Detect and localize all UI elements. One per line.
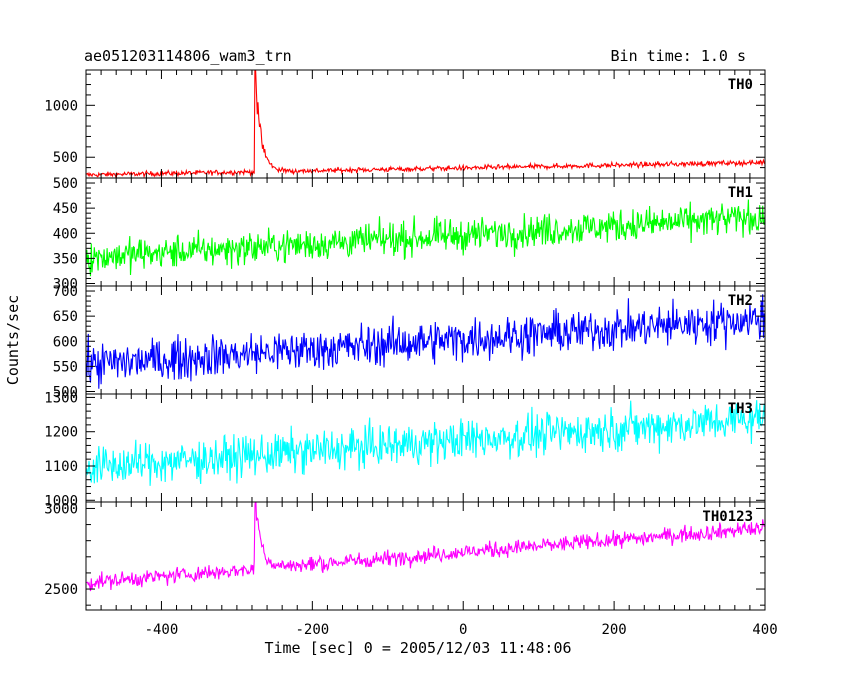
- y-tick-label: 550: [53, 359, 78, 375]
- x-tick-label: -400: [145, 622, 179, 638]
- y-tick-label: 1000: [44, 493, 78, 509]
- y-tick-label: 1200: [44, 425, 78, 441]
- y-tick-label: 2500: [44, 582, 78, 598]
- panel-frame: [85, 501, 766, 611]
- series-line-th3: [86, 400, 765, 486]
- panel-frame: [85, 393, 766, 503]
- y-tick-label: 350: [53, 251, 78, 267]
- x-tick-label: 0: [459, 622, 467, 638]
- y-tick-label: 300: [53, 276, 78, 292]
- x-axis-label: Time [sec] 0 = 2005/12/03 11:48:06: [264, 639, 571, 657]
- y-tick-label: 500: [53, 384, 78, 400]
- y-axis-label: Counts/sec: [4, 295, 22, 385]
- panel-th0: 500 1000 TH0: [44, 69, 766, 179]
- panel-frame: [85, 69, 766, 179]
- panel-frame: [85, 285, 766, 395]
- panel-th3: 1000 1100 1200 1300 TH3: [44, 390, 766, 509]
- bin-time-label: Bin time: 1.0 s: [611, 47, 746, 65]
- x-tick-label: 400: [752, 622, 777, 638]
- y-tick-label: 500: [53, 176, 78, 192]
- panel-frame: [85, 177, 766, 287]
- panel-th1: 300 350 400 450 500 TH1: [53, 176, 766, 292]
- series-line-th0: [86, 70, 765, 178]
- channel-label-th0: TH0: [728, 77, 753, 93]
- series-line-th2: [86, 294, 765, 389]
- channel-label-th1: TH1: [728, 185, 753, 201]
- panels-group: 500 1000 TH0 300 350 400 450 500 TH1 500 550 600 650…: [44, 69, 766, 611]
- channel-label-th3: TH3: [728, 401, 753, 417]
- panel-th2: 500 550 600 650 700 TH2: [53, 284, 766, 400]
- x-tick-label: 200: [601, 622, 626, 638]
- y-tick-label: 3000: [44, 501, 78, 517]
- y-tick-label: 700: [53, 284, 78, 300]
- y-tick-label: 1000: [44, 98, 78, 114]
- series-line-th0123: [86, 502, 765, 592]
- panel-th0123: 2500 3000 TH0123: [44, 501, 766, 611]
- y-tick-label: 500: [53, 150, 78, 166]
- y-tick-label: 1300: [44, 390, 78, 406]
- y-tick-label: 650: [53, 309, 78, 325]
- series-line-th1: [86, 199, 765, 277]
- chart-title: ae051203114806_wam3_trn: [84, 47, 292, 65]
- channel-label-th2: TH2: [728, 293, 753, 309]
- y-tick-label: 1100: [44, 459, 78, 475]
- x-tick-label: -200: [295, 622, 329, 638]
- y-tick-label: 400: [53, 226, 78, 242]
- x-axis: -400 -200 0 200 400: [145, 622, 778, 638]
- y-tick-label: 450: [53, 201, 78, 217]
- channel-label-th0123: TH0123: [702, 509, 753, 525]
- y-tick-label: 600: [53, 334, 78, 350]
